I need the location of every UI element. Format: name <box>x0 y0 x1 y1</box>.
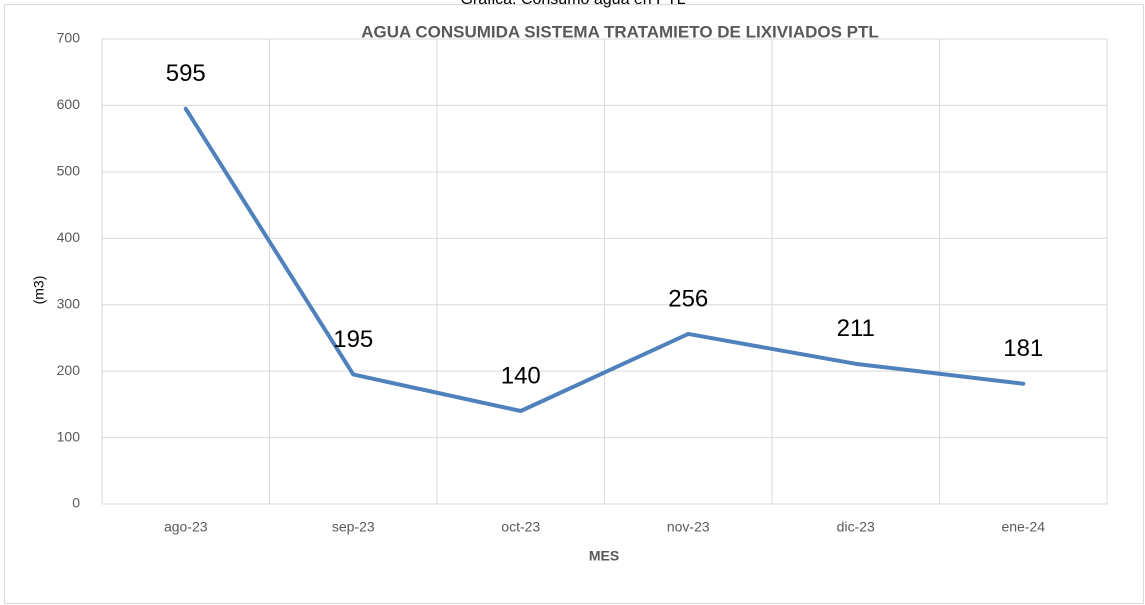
chart-title: AGUA CONSUMIDA SISTEMA TRATAMIETO DE LIX… <box>361 22 879 41</box>
y-axis-label: (m3) <box>31 276 47 305</box>
data-label: 256 <box>668 285 708 312</box>
y-tick-label: 700 <box>57 30 81 46</box>
x-tick-label: oct-23 <box>501 519 540 535</box>
x-tick-label: dic-23 <box>837 519 875 535</box>
caption: Gráfica. Consumo agua en PTL <box>460 0 685 8</box>
line-series <box>183 106 1026 413</box>
x-tick-label: nov-23 <box>667 519 710 535</box>
x-axis-label: MES <box>589 548 619 564</box>
chart-border <box>4 4 1144 604</box>
y-tick-label: 100 <box>57 428 81 444</box>
data-label: 211 <box>837 315 875 342</box>
x-tick-label: ene-24 <box>1001 519 1045 535</box>
data-label: 140 <box>501 362 541 389</box>
data-label: 595 <box>166 60 206 87</box>
y-tick-label: 300 <box>57 295 81 311</box>
y-tick-label: 500 <box>57 163 81 179</box>
x-tick-label: sep-23 <box>332 519 375 535</box>
y-tick-label: 600 <box>57 96 81 112</box>
y-tick-label: 0 <box>72 495 80 511</box>
y-tick-label: 400 <box>57 229 81 245</box>
data-label: 181 <box>1003 335 1043 362</box>
x-tick-label: ago-23 <box>164 519 208 535</box>
y-tick-label: 200 <box>57 362 81 378</box>
data-label: 195 <box>333 326 373 353</box>
